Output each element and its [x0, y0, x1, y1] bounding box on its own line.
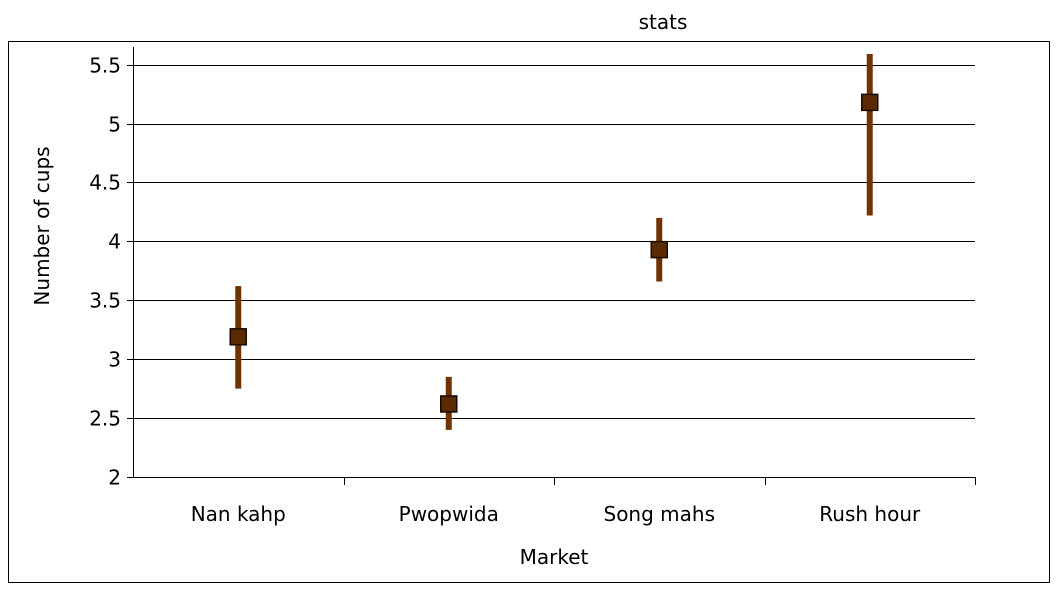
x-axis-label: Market [520, 545, 589, 569]
x-tick-label: Pwopwida [399, 502, 499, 526]
y-tick-label: 2 [108, 466, 121, 490]
x-tick-label: Nan kahp [191, 502, 286, 526]
y-tick-label: 2.5 [89, 407, 121, 431]
data-point-marker [861, 93, 879, 112]
x-tick-labels: Nan kahp Pwopwida Song mahs Rush hour [191, 502, 921, 526]
y-tick-label: 3.5 [89, 289, 121, 313]
y-tick-label: 4 [108, 230, 121, 254]
axes [127, 47, 976, 485]
data-point-marker [440, 395, 458, 413]
chart-title: stats [639, 10, 688, 34]
data-points [229, 93, 879, 413]
x-tick-label: Rush hour [819, 502, 921, 526]
chart-border [8, 41, 1050, 583]
y-tick-labels: 2 2.5 3 3.5 4 4.5 5 5.5 [89, 54, 121, 490]
gridlines [133, 65, 975, 419]
y-tick-label: 3 [108, 348, 121, 372]
data-point-marker [650, 240, 668, 259]
y-tick-label: 4.5 [89, 171, 121, 195]
x-tick-label: Song mahs [604, 502, 716, 526]
data-point-marker [229, 328, 247, 346]
y-tick-label: 5 [108, 113, 121, 137]
y-axis-label: Number of cups [30, 146, 54, 305]
y-tick-label: 5.5 [89, 54, 121, 78]
